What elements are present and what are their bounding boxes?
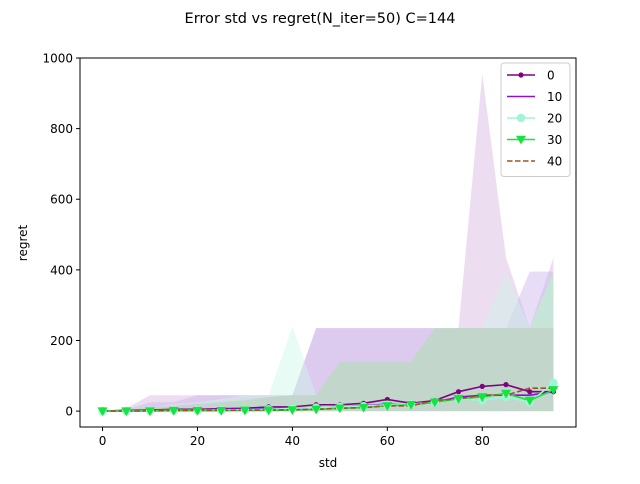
y-tick-label: 800 bbox=[50, 122, 73, 136]
point-series-30 bbox=[287, 406, 298, 416]
band-series-0 bbox=[102, 73, 554, 412]
point-series-30 bbox=[358, 403, 369, 413]
point-series-30 bbox=[121, 407, 132, 417]
point-series-30 bbox=[168, 407, 179, 416]
y-tick-label: 0 bbox=[65, 405, 73, 419]
point-series-0 bbox=[503, 382, 509, 388]
point-series-30 bbox=[334, 404, 345, 414]
x-axis-label: std bbox=[319, 456, 338, 470]
point-series-30 bbox=[500, 389, 511, 399]
legend-label-20: 20 bbox=[547, 112, 562, 126]
legend-label-30: 30 bbox=[547, 133, 562, 147]
plot-frame bbox=[79, 57, 577, 428]
chart-title: Error std vs regret(N_iter=50) C=144 bbox=[185, 11, 456, 27]
point-series-30 bbox=[548, 386, 559, 395]
point-series-30 bbox=[406, 401, 417, 410]
point-series-30 bbox=[429, 398, 440, 408]
x-tick-label: 60 bbox=[380, 434, 395, 448]
point-series-30 bbox=[311, 405, 322, 415]
point-series-20 bbox=[549, 378, 558, 388]
point-series-30 bbox=[216, 407, 227, 416]
y-axis-ticks: 0 200 400 600 800 1000 bbox=[42, 52, 80, 419]
x-tick-label: 0 bbox=[99, 434, 107, 448]
legend-label-10: 10 bbox=[547, 90, 562, 104]
x-tick-label: 20 bbox=[190, 434, 205, 448]
y-tick-label: 400 bbox=[50, 263, 73, 277]
point-series-0 bbox=[479, 383, 485, 389]
point-series-30 bbox=[239, 406, 250, 416]
point-series-0 bbox=[455, 389, 462, 395]
legend-marker-0 bbox=[518, 72, 524, 78]
legend-label-40: 40 bbox=[547, 155, 562, 169]
point-series-30 bbox=[97, 407, 108, 417]
band-series-20 bbox=[102, 271, 554, 412]
legend: 0 10 20 30 40 bbox=[500, 62, 571, 177]
point-series-30 bbox=[382, 402, 393, 411]
x-tick-label: 40 bbox=[285, 434, 300, 448]
point-series-0 bbox=[527, 389, 533, 395]
point-series-0 bbox=[384, 396, 390, 403]
x-tick-label: 80 bbox=[475, 434, 490, 448]
point-series-30 bbox=[192, 407, 203, 416]
x-axis-ticks: 0 20 40 60 80 bbox=[99, 427, 490, 448]
legend-marker-30 bbox=[516, 135, 526, 145]
confidence-bands bbox=[102, 73, 554, 412]
band-series-30 bbox=[102, 271, 554, 412]
y-tick-label: 600 bbox=[50, 193, 73, 207]
y-axis-label: regret bbox=[16, 224, 30, 261]
y-tick-label: 1000 bbox=[42, 52, 73, 66]
point-series-30 bbox=[477, 393, 488, 402]
point-series-30 bbox=[263, 406, 274, 416]
point-series-30 bbox=[145, 407, 156, 417]
point-series-30 bbox=[524, 396, 535, 406]
series-markers bbox=[97, 378, 559, 417]
legend-marker-20 bbox=[516, 113, 526, 123]
point-series-30 bbox=[453, 395, 464, 404]
band-series-40 bbox=[102, 328, 554, 412]
legend-label-0: 0 bbox=[547, 69, 555, 83]
y-tick-label: 200 bbox=[50, 334, 73, 348]
band-series-10 bbox=[102, 271, 554, 412]
legend-box bbox=[500, 62, 571, 177]
